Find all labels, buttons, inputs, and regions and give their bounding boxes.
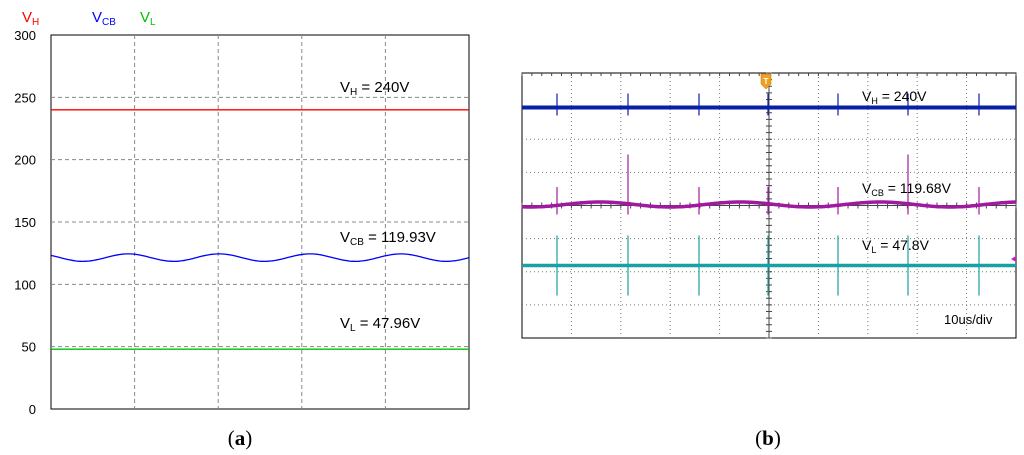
annotation-vcb-b: VCB = 119.68V: [862, 180, 952, 198]
scope-trace-vcb: [521, 200, 1017, 209]
caption-b: (b): [755, 426, 781, 450]
annotation-vh-b: VH = 240V: [862, 88, 927, 106]
y-tick-label: 0: [29, 402, 36, 417]
trigger-marker-icon: [760, 73, 772, 90]
panel-b-annotations: VH = 240V VCB = 119.68V VL = 47.8V 10us/…: [862, 88, 993, 327]
y-tick-label: 300: [14, 28, 36, 43]
legend-vcb: VCB: [92, 9, 116, 28]
panel-a-ytick-labels: 0 50 100 150 200 250 300: [14, 28, 36, 417]
trigger-marker-label: T: [764, 77, 769, 86]
panel-a-plot-frame: [50, 34, 470, 410]
y-tick-label: 100: [14, 277, 36, 292]
y-tick-label: 200: [14, 153, 36, 168]
annotation-vcb-a: VCB = 119.93V: [340, 229, 436, 248]
y-tick-label: 250: [14, 90, 36, 105]
panel-b: T VH = 240V VCB = 119.68V VL = 47.8V 10u…: [521, 72, 1017, 450]
panel-a-annotations: VH = 240V VCB = 119.93V VL = 47.96V: [340, 79, 436, 334]
caption-a: (a): [228, 426, 253, 450]
panel-a-series: [50, 109, 470, 350]
level-marker-icon: [1011, 256, 1016, 262]
panel-a-legend: VH VCB VL: [22, 9, 156, 28]
panel-b-traces: [521, 93, 1017, 296]
panel-a: VH VCB VL 0 50 100 150 200 250 300 VH = 240V V…: [14, 9, 470, 450]
trigger-marker: T: [760, 73, 772, 90]
annotation-vh-a: VH = 240V: [340, 79, 409, 98]
time-scale-label: 10us/div: [944, 312, 993, 327]
annotation-vl-a: VL = 47.96V: [340, 315, 420, 334]
legend-vl: VL: [140, 9, 156, 28]
panel-a-grid: [51, 35, 469, 409]
annotation-vl-b: VL = 47.8V: [862, 237, 930, 255]
y-tick-label: 150: [14, 215, 36, 230]
legend-vh: VH: [22, 9, 39, 28]
series-line-v-cb: [50, 253, 470, 263]
y-tick-label: 50: [22, 340, 36, 355]
